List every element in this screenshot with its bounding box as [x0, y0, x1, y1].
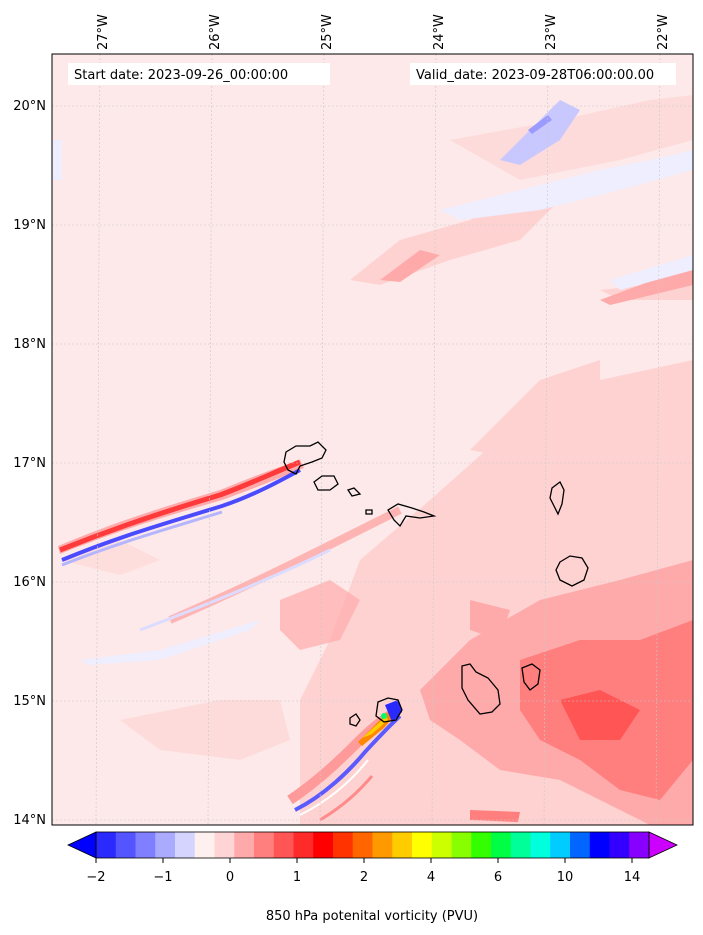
island-sao-nicolau — [387, 503, 437, 528]
island-santa-luzia — [346, 487, 362, 497]
start-date-box — [68, 63, 330, 85]
colorbar-frame — [95, 831, 650, 859]
valid-date-text: Valid_date: 2023-09-28T06:00:00.00 — [416, 68, 654, 83]
colorbar-cell — [135, 832, 156, 858]
pv-field-peak — [560, 690, 640, 740]
colorbar-label: 850 hPa potenital vorticity (PVU) — [266, 909, 478, 924]
lat-label: 17°N — [13, 456, 46, 471]
colorbar-tick-label: −2 — [86, 870, 105, 885]
lon-label: 27°W — [96, 14, 111, 50]
colorbar-cell — [234, 832, 255, 858]
map-panel — [52, 54, 693, 825]
colorbar-cell — [352, 832, 374, 858]
fogo-pv-anomaly — [358, 700, 402, 746]
colorbar-tick-label: 0 — [226, 870, 234, 885]
colorbar-cell — [115, 832, 137, 858]
colorbar-cell — [431, 832, 453, 858]
pv-filament-middle — [139, 506, 402, 632]
graticule — [52, 54, 693, 825]
colorbar-cell — [510, 832, 532, 858]
lat-label: 16°N — [13, 575, 46, 590]
island-sal — [549, 481, 565, 516]
lat-label: 19°N — [13, 218, 46, 233]
lat-label: 15°N — [13, 694, 46, 709]
island-santiago — [461, 663, 501, 715]
colorbar-cell — [333, 832, 354, 858]
colorbar-cell — [175, 832, 196, 858]
lon-label: 25°W — [320, 14, 335, 50]
colorbar-tick-label: 14 — [624, 870, 641, 885]
island-santo-antao — [283, 441, 327, 475]
island-maio — [521, 663, 541, 691]
colorbar-tick-label: 1 — [293, 870, 301, 885]
lat-label: 20°N — [13, 99, 46, 114]
colorbar-cell — [392, 832, 413, 858]
colorbar-cell — [491, 832, 512, 858]
colorbar-ticks — [95, 858, 633, 863]
map-frame — [51, 53, 694, 826]
colorbar: −2 −1 0 1 2 4 6 10 14 850 hPa potenital … — [67, 831, 678, 924]
latitude-labels: 20°N 19°N 18°N 17°N 16°N 15°N 14°N — [13, 99, 46, 828]
colorbar-cell — [570, 832, 591, 858]
island-sao-vicente — [313, 475, 339, 491]
colorbar-cell — [412, 832, 433, 858]
colorbar-extend-max — [648, 831, 678, 859]
lon-label: 26°W — [208, 14, 223, 50]
lat-label: 18°N — [13, 337, 46, 352]
coastlines — [283, 441, 589, 727]
colorbar-cells — [96, 832, 650, 858]
colorbar-tick-label: 6 — [494, 870, 502, 885]
colorbar-cell — [194, 832, 216, 858]
colorbar-cell — [293, 832, 314, 858]
colorbar-cell — [609, 832, 630, 858]
colorbar-cell — [451, 832, 472, 858]
colorbar-tick-label: 4 — [427, 870, 435, 885]
colorbar-cell — [372, 832, 393, 858]
island-islet — [365, 509, 373, 515]
lat-label: 14°N — [13, 813, 46, 828]
colorbar-tick-label: 2 — [360, 870, 368, 885]
pv-filament-northwest — [58, 459, 304, 567]
colorbar-cell — [550, 832, 571, 858]
colorbar-cell — [530, 832, 551, 858]
colorbar-cell — [273, 832, 295, 858]
valid-date-box — [410, 63, 676, 85]
colorbar-cell — [629, 832, 650, 858]
colorbar-cell — [214, 832, 235, 858]
island-brava — [349, 713, 361, 727]
colorbar-cell — [471, 832, 492, 858]
lon-label: 22°W — [656, 14, 671, 50]
lon-label: 23°W — [544, 14, 559, 50]
colorbar-extend-min — [67, 831, 97, 859]
colorbar-tick-label: −1 — [153, 870, 172, 885]
island-fogo — [375, 697, 403, 723]
colorbar-cell — [313, 832, 334, 858]
pv-field-negative — [52, 100, 693, 665]
start-date-text: Start date: 2023-09-26_00:00:00 — [74, 68, 288, 83]
colorbar-cell — [96, 832, 117, 858]
colorbar-tick-label: 10 — [557, 870, 574, 885]
colorbar-cell — [254, 832, 275, 858]
longitude-labels: 27°W 26°W 25°W 24°W 23°W 22°W — [96, 14, 671, 50]
island-boa-vista — [555, 555, 589, 587]
colorbar-cell — [155, 832, 176, 858]
lon-label: 24°W — [432, 14, 447, 50]
colorbar-cell — [589, 832, 611, 858]
